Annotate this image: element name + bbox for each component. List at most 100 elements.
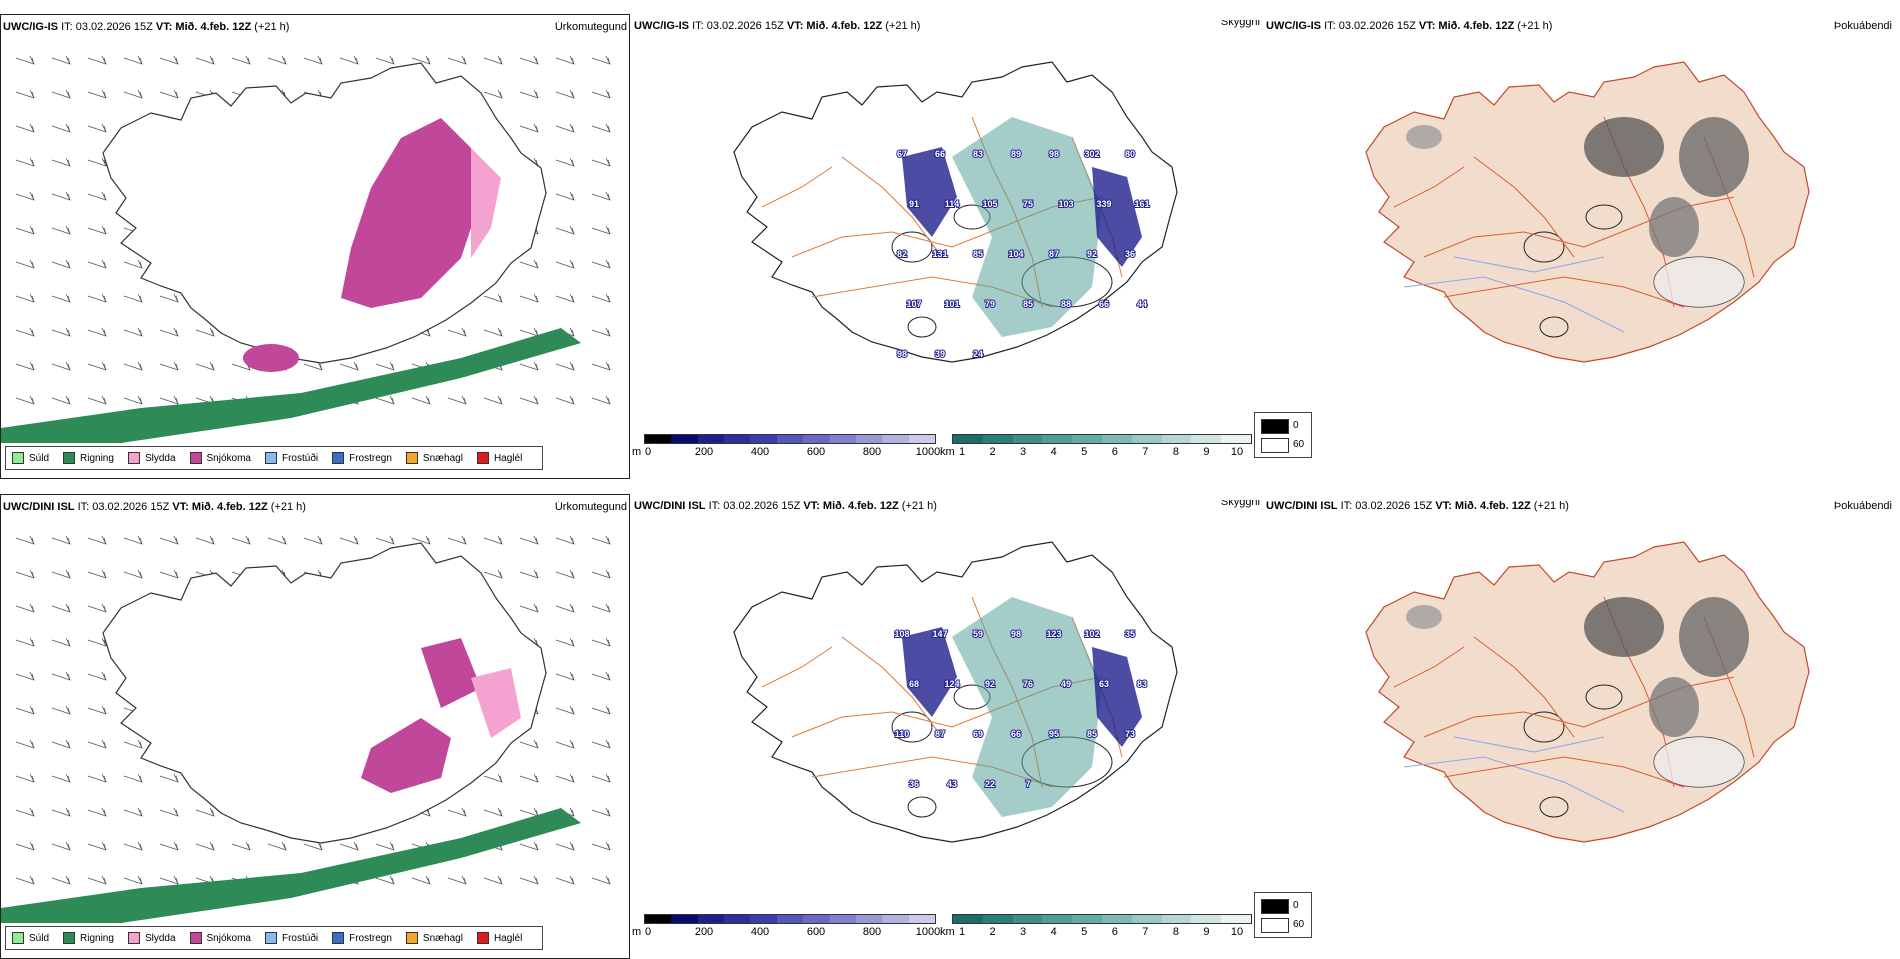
wind-barb [591, 841, 611, 851]
wind-barb [591, 739, 611, 749]
fog-panel-bottom: UWC/DINI ISL IT: 03.02.2026 15Z VT: Mið.… [1254, 494, 1894, 959]
colorbar-step [803, 915, 830, 923]
legend-item: Súld [12, 932, 49, 944]
visibility-value: 98 [1049, 149, 1059, 159]
colorbar-step [697, 915, 725, 923]
wind-barb [519, 569, 539, 579]
glacier-outline [1539, 796, 1569, 818]
colorbar-tick: 400 [750, 926, 770, 938]
colorbar-tick: 10 [1230, 926, 1244, 938]
precip-map [1, 535, 611, 923]
colorbar-step [982, 915, 1013, 923]
colorbar-unit: km [940, 926, 955, 938]
wind-barb [15, 89, 35, 99]
wind-barb [123, 569, 143, 579]
colorbar-step [908, 915, 935, 923]
colorbar-tick: 1000 [915, 926, 941, 938]
wind-barb [195, 327, 215, 337]
legend-swatch [189, 932, 202, 944]
low-visibility-area [952, 117, 1102, 337]
wind-barb [159, 535, 179, 545]
lead-time: (+21 h) [1533, 500, 1569, 512]
wind-barb [447, 807, 467, 817]
wind-barb [51, 535, 71, 545]
wind-barb [51, 259, 71, 269]
wind-barb [555, 569, 575, 579]
road-line [1393, 166, 1465, 208]
wind-barb [123, 739, 143, 749]
wind-barb [591, 89, 611, 99]
colorbar-step [908, 435, 935, 443]
wind-barb [375, 55, 395, 65]
wind-barb [483, 293, 503, 303]
wind-barb [591, 123, 611, 133]
fog-index-area [1679, 117, 1749, 197]
wind-barb [51, 569, 71, 579]
legend-item: Frostregn [332, 932, 392, 944]
legend-swatch [332, 932, 345, 944]
wind-barb [123, 773, 143, 783]
init-time: IT: 03.02.2026 15Z [61, 21, 153, 33]
colorbar-step [855, 915, 883, 923]
wind-barb [51, 807, 71, 817]
legend-item: Súld [12, 452, 49, 464]
colorbar-tick: 1 [958, 926, 966, 938]
colorbar-strip [644, 914, 936, 924]
fog-legend-black-swatch [1261, 899, 1289, 914]
wind-barb [375, 875, 395, 885]
visibility-value: 43 [947, 779, 957, 789]
visibility-panel-bottom: UWC/DINI ISL IT: 03.02.2026 15Z VT: Mið.… [632, 494, 1262, 959]
wind-barb [519, 603, 539, 613]
wind-barb [87, 259, 107, 269]
wind-barb [51, 671, 71, 681]
glacier-outline [907, 316, 937, 338]
panel-title: Skyggni [1220, 500, 1260, 508]
low-height-area [902, 627, 957, 717]
fog-index-area [1584, 597, 1664, 657]
visibility-value: 131 [932, 249, 947, 259]
wind-barb [555, 671, 575, 681]
wind-barb [195, 807, 215, 817]
visibility-value: 92 [985, 679, 995, 689]
wind-barb [51, 191, 71, 201]
legend-swatch [405, 452, 418, 464]
legend-label: Súld [29, 452, 50, 464]
wind-barb [195, 841, 215, 851]
visibility-value: 91 [909, 199, 919, 209]
visibility-value: 22 [985, 779, 995, 789]
road-line [841, 156, 943, 258]
legend-label: Slydda [144, 452, 176, 464]
wind-barb [195, 535, 215, 545]
road-line [1393, 646, 1465, 688]
wind-barb [51, 225, 71, 235]
init-time: IT: 03.02.2026 15Z [708, 500, 801, 512]
wind-barb [591, 293, 611, 303]
model-name: UWC/DINI ISL [1266, 500, 1338, 512]
wind-barb [159, 395, 179, 405]
colorbar-step [1161, 915, 1192, 923]
colorbar-strip [952, 914, 1252, 924]
wind-barb [591, 807, 611, 817]
wind-barb [519, 841, 539, 851]
wind-barb [375, 395, 395, 405]
wind-barb [555, 841, 575, 851]
init-time: IT: 03.02.2026 15Z [692, 20, 784, 32]
colorbar-step [1131, 435, 1162, 443]
wind-barb [555, 157, 575, 167]
fog-legend-black-swatch [1261, 419, 1289, 434]
wind-barb [123, 89, 143, 99]
wind-barb [87, 671, 107, 681]
panel-header: UWC/DINI ISL IT: 03.02.2026 15Z VT: Mið.… [634, 500, 1260, 516]
legend-label: Snæhagl [422, 452, 463, 464]
colorbar-tick: 600 [806, 926, 826, 938]
colorbar-step [1072, 435, 1102, 443]
legend-item: Snæhagl [405, 932, 463, 944]
legend-item: Rigning [63, 932, 114, 944]
colorbar-tick: 10 [1230, 446, 1244, 458]
colorbar-tick: 200 [694, 446, 714, 458]
wind-barb [519, 327, 539, 337]
legend-swatch [476, 932, 489, 944]
legend-swatch [189, 452, 202, 464]
colorbar-tick: 9 [1203, 446, 1210, 458]
wind-barb [87, 739, 107, 749]
